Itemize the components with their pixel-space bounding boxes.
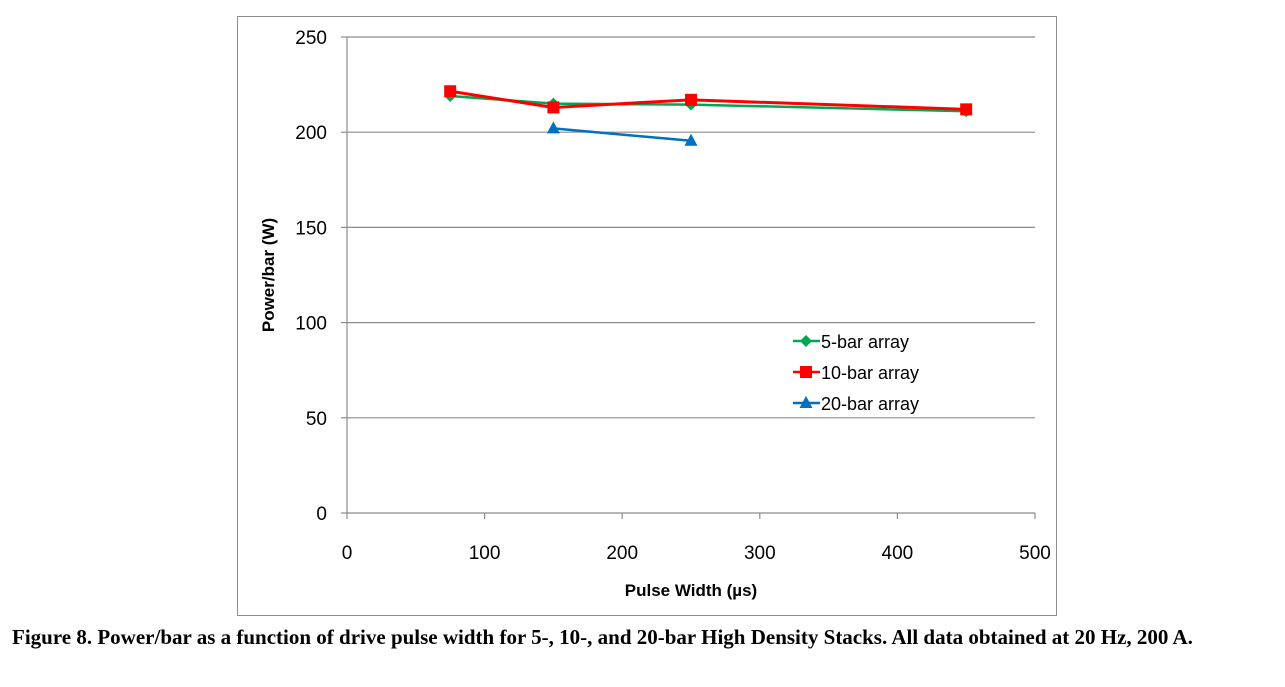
data-point-10-bar-array <box>960 103 973 116</box>
y-tick-label: 150 <box>295 218 327 239</box>
series-line-10-bar-array <box>449 89 967 111</box>
legend-marker <box>799 396 813 408</box>
y-tick-label: 0 <box>316 504 327 525</box>
data-point-10-bar-array <box>444 85 457 98</box>
x-axis-label: Pulse Width (µs) <box>625 581 757 600</box>
y-tick-label: 250 <box>295 28 327 49</box>
x-tick-label: 500 <box>1019 543 1051 564</box>
data-point-20-bar-array <box>684 133 698 146</box>
x-tick-label: 400 <box>882 543 914 564</box>
legend-label: 10-bar array <box>821 363 919 383</box>
chart-frame <box>237 16 1057 616</box>
legend-marker <box>800 335 812 347</box>
y-tick-label: 200 <box>295 123 327 144</box>
figure-caption: Figure 8. Power/bar as a function of dri… <box>12 625 1193 649</box>
y-axis-label: Power/bar (W) <box>259 218 278 332</box>
legend-label: 5-bar array <box>821 332 909 352</box>
series-line-20-bar-array <box>553 127 692 143</box>
data-point-10-bar-array <box>685 93 697 106</box>
legend-label: 20-bar array <box>821 394 919 414</box>
y-tick-label: 100 <box>295 314 327 335</box>
data-point-20-bar-array <box>546 121 560 134</box>
x-tick-label: 200 <box>606 543 638 564</box>
x-tick-label: 0 <box>342 543 353 564</box>
y-tick-label: 50 <box>306 409 327 430</box>
data-point-10-bar-array <box>547 101 560 114</box>
x-tick-label: 300 <box>744 543 776 564</box>
x-tick-label: 100 <box>469 543 501 564</box>
legend-marker <box>800 366 812 378</box>
